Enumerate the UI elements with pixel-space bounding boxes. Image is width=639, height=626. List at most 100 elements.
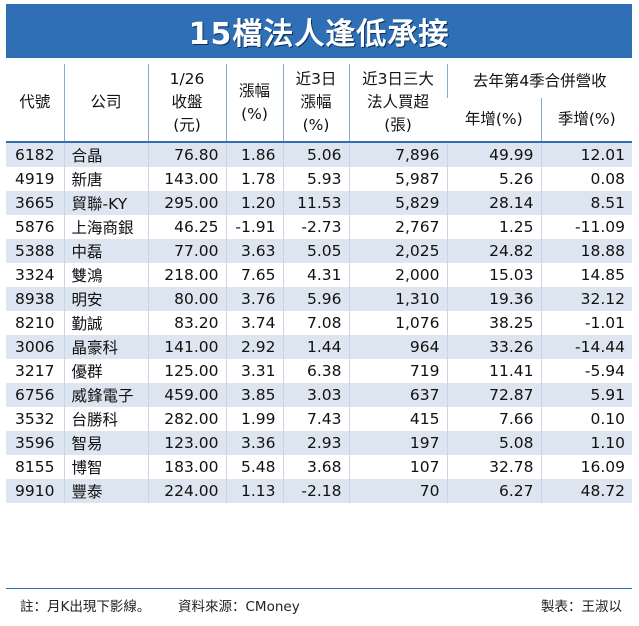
close-price: 183.00 <box>147 455 226 479</box>
close-price: 143.00 <box>147 167 226 191</box>
revenue-qoq: -14.44 <box>540 335 632 359</box>
net-buy: 2,000 <box>348 263 447 287</box>
net-buy: 637 <box>348 383 447 407</box>
close-price: 80.00 <box>147 287 226 311</box>
table-row: 6756 威鋒電子 459.00 3.85 3.03 637 72.87 5.91 <box>6 383 632 407</box>
net-buy: 70 <box>348 479 447 503</box>
change-3day-pct: 5.05 <box>282 239 349 263</box>
footer: 註：月K出現下影線。 資料來源：CMoney 製表：王淑以 <box>6 588 632 617</box>
revenue-yoy: 49.99 <box>446 142 541 167</box>
stock-code: 5388 <box>6 239 64 263</box>
revenue-yoy: 38.25 <box>446 311 541 335</box>
change-3day-pct: 2.93 <box>282 431 349 455</box>
net-buy: 5,829 <box>348 191 447 215</box>
revenue-yoy: 72.87 <box>446 383 541 407</box>
header-net-buy: 近3日三大 法人買超 (張) <box>348 64 447 142</box>
revenue-qoq: 0.10 <box>540 407 632 431</box>
table-row: 3006 晶豪科 141.00 2.92 1.44 964 33.26 -14.44 <box>6 335 632 359</box>
revenue-qoq: 0.08 <box>540 167 632 191</box>
company-name: 新唐 <box>63 167 148 191</box>
close-price: 282.00 <box>147 407 226 431</box>
stock-code: 4919 <box>6 167 64 191</box>
company-name: 上海商銀 <box>63 215 148 239</box>
table-row: 3324 雙鴻 218.00 7.65 4.31 2,000 15.03 14.85 <box>6 263 632 287</box>
change-pct: -1.91 <box>225 215 283 239</box>
revenue-yoy: 15.03 <box>446 263 541 287</box>
change-pct: 3.74 <box>225 311 283 335</box>
revenue-yoy: 6.27 <box>446 479 541 503</box>
stock-code: 3324 <box>6 263 64 287</box>
revenue-qoq: -11.09 <box>540 215 632 239</box>
change-pct: 3.36 <box>225 431 283 455</box>
change-3day-pct: -2.73 <box>282 215 349 239</box>
change-pct: 3.63 <box>225 239 283 263</box>
company-name: 威鋒電子 <box>63 383 148 407</box>
revenue-qoq: 8.51 <box>540 191 632 215</box>
table-row: 5876 上海商銀 46.25 -1.91 -2.73 2,767 1.25 -11.09 <box>6 215 632 239</box>
table-row: 3532 台勝科 282.00 1.99 7.43 415 7.66 0.10 <box>6 407 632 431</box>
change-3day-pct: 3.03 <box>282 383 349 407</box>
footer-source: 資料來源：CMoney <box>178 599 300 615</box>
change-pct: 1.78 <box>225 167 283 191</box>
close-price: 83.20 <box>147 311 226 335</box>
revenue-yoy: 24.82 <box>446 239 541 263</box>
change-pct: 5.48 <box>225 455 283 479</box>
table-row: 8938 明安 80.00 3.76 5.96 1,310 19.36 32.12 <box>6 287 632 311</box>
close-price: 218.00 <box>147 263 226 287</box>
change-3day-pct: 6.38 <box>282 359 349 383</box>
header-revenue-group: 去年第4季合併營收 <box>446 64 632 98</box>
stock-code: 3532 <box>6 407 64 431</box>
table-row: 8210 勤誠 83.20 3.74 7.08 1,076 38.25 -1.01 <box>6 311 632 335</box>
close-price: 76.80 <box>147 142 226 167</box>
stock-code: 6756 <box>6 383 64 407</box>
header-close: 1/26 收盤 (元) <box>147 64 226 142</box>
table-row: 3217 優群 125.00 3.31 6.38 719 11.41 -5.94 <box>6 359 632 383</box>
table-row: 6182 合晶 76.80 1.86 5.06 7,896 49.99 12.01 <box>6 142 632 167</box>
net-buy: 5,987 <box>348 167 447 191</box>
company-name: 台勝科 <box>63 407 148 431</box>
revenue-yoy: 5.08 <box>446 431 541 455</box>
table-body: 6182 合晶 76.80 1.86 5.06 7,896 49.99 12.01 4919 新唐… <box>6 142 632 503</box>
change-pct: 3.85 <box>225 383 283 407</box>
revenue-yoy: 32.78 <box>446 455 541 479</box>
company-name: 博智 <box>63 455 148 479</box>
stock-code: 8210 <box>6 311 64 335</box>
table-header: 代號 公司 1/26 收盤 (元) 漲幅 (%) 近3日 漲幅 (%) 近3日三大 法人買超… <box>6 64 632 142</box>
company-name: 中磊 <box>63 239 148 263</box>
table-row: 4919 新唐 143.00 1.78 5.93 5,987 5.26 0.08 <box>6 167 632 191</box>
net-buy: 1,310 <box>348 287 447 311</box>
close-price: 125.00 <box>147 359 226 383</box>
company-name: 優群 <box>63 359 148 383</box>
change-pct: 3.76 <box>225 287 283 311</box>
change-pct: 1.13 <box>225 479 283 503</box>
company-name: 勤誠 <box>63 311 148 335</box>
change-pct: 1.86 <box>225 142 283 167</box>
company-name: 雙鴻 <box>63 263 148 287</box>
header-yoy: 年增(%) <box>447 98 541 142</box>
header-company: 公司 <box>63 64 148 142</box>
stock-code: 3006 <box>6 335 64 359</box>
net-buy: 719 <box>348 359 447 383</box>
stock-code: 8155 <box>6 455 64 479</box>
company-name: 合晶 <box>63 142 148 167</box>
footer-credit: 製表：王淑以 <box>541 599 622 615</box>
close-price: 295.00 <box>147 191 226 215</box>
revenue-qoq: 18.88 <box>540 239 632 263</box>
change-3day-pct: 5.93 <box>282 167 349 191</box>
net-buy: 1,076 <box>348 311 447 335</box>
close-price: 141.00 <box>147 335 226 359</box>
change-3day-pct: 11.53 <box>282 191 349 215</box>
close-price: 46.25 <box>147 215 226 239</box>
change-pct: 3.31 <box>225 359 283 383</box>
company-name: 智易 <box>63 431 148 455</box>
revenue-yoy: 19.36 <box>446 287 541 311</box>
change-pct: 1.99 <box>225 407 283 431</box>
stock-code: 8938 <box>6 287 64 311</box>
company-name: 豐泰 <box>63 479 148 503</box>
revenue-qoq: 48.72 <box>540 479 632 503</box>
close-price: 224.00 <box>147 479 226 503</box>
stock-table: 代號 公司 1/26 收盤 (元) 漲幅 (%) 近3日 漲幅 (%) 近3日三大 法人買超… <box>6 64 632 503</box>
change-3day-pct: 1.44 <box>282 335 349 359</box>
header-change-3day: 近3日 漲幅 (%) <box>282 64 349 142</box>
title-banner: 15檔法人逢低承接 <box>6 4 632 58</box>
